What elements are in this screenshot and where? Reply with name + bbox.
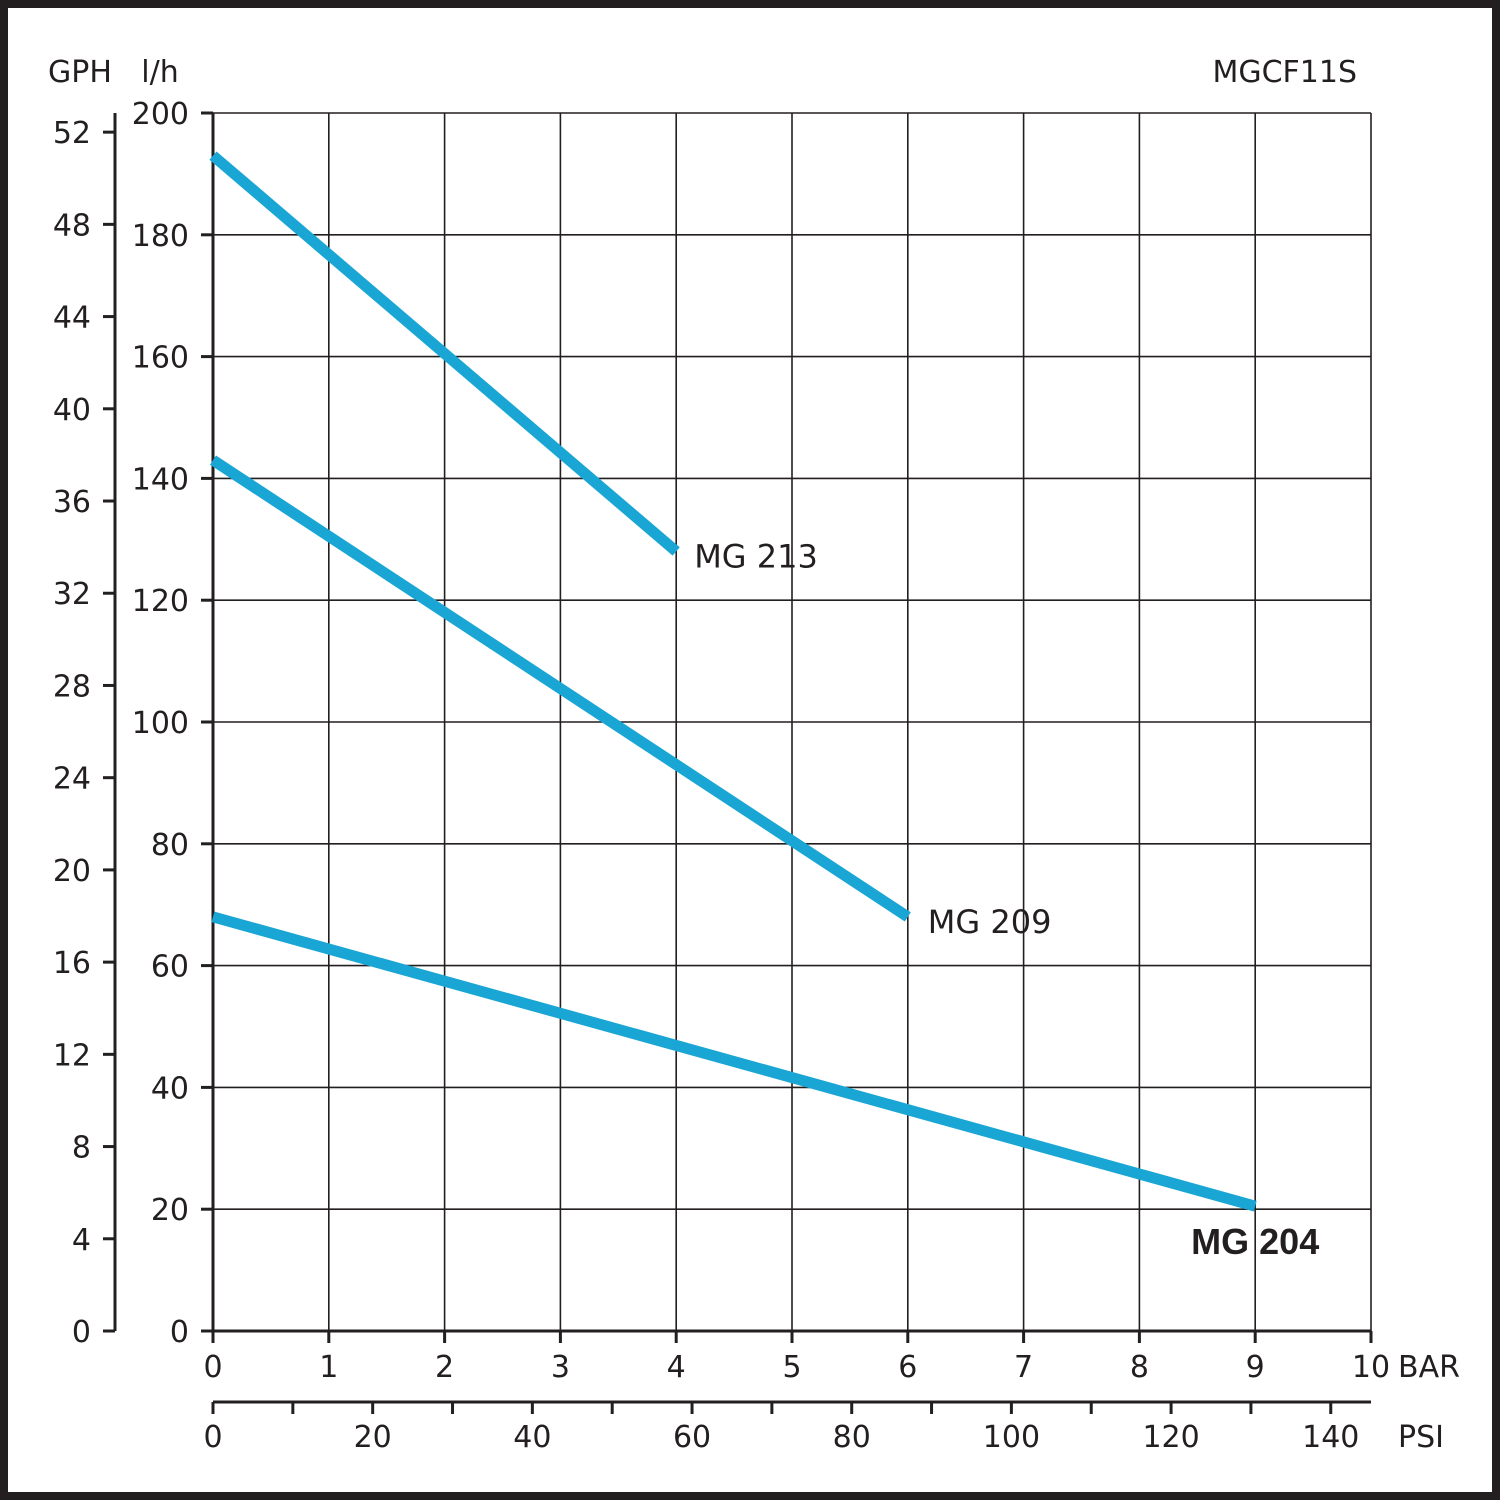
x-tick-label-bar: 2 [435,1350,454,1385]
series-line-mg-213 [209,151,680,556]
x-tick-label-psi: 60 [673,1420,711,1455]
grid [212,112,1372,1332]
y-tick-label-lh: 160 [132,341,189,376]
x-tick-label-psi: 0 [203,1420,222,1455]
x-tick-label-psi: 20 [354,1420,392,1455]
y-tick-label-lh: 120 [132,584,189,619]
y-tick-label-lh: 40 [151,1071,189,1106]
y-tick-label-gph: 20 [53,854,91,889]
x-tick-label-psi: 80 [833,1420,871,1455]
chart-title: MGCF11S [1212,55,1357,90]
y-tick-label-gph: 16 [53,946,91,981]
series-label-mg-209: MG 209 [928,903,1052,941]
x-tick-label-psi: 100 [983,1420,1040,1455]
y-tick-label-gph: 4 [72,1223,91,1258]
y-tick-label-gph: 12 [53,1038,91,1073]
y-axis-label-lh: l/h [141,55,178,90]
y-tick-label-lh: 20 [151,1193,189,1228]
y-tick-label-lh: 80 [151,828,189,863]
y-tick-label-lh: 100 [132,706,189,741]
x-tick-label-bar: 4 [667,1350,686,1385]
series-line-mg-204 [211,911,1257,1212]
x-axis-label-bar: BAR [1398,1350,1460,1385]
x-tick-label-bar: 6 [898,1350,917,1385]
x-tick-label-bar: 1 [319,1350,338,1385]
x-axis-label-psi: PSI [1398,1420,1444,1455]
series-label-mg-213: MG 213 [694,537,818,575]
x-tick-label-bar: 9 [1246,1350,1265,1385]
y-tick-label-gph: 0 [72,1315,91,1350]
y-tick-label-gph: 40 [53,393,91,428]
y-tick-label-lh: 200 [132,97,189,132]
series-label-mg-204: MG 204 [1191,1221,1319,1262]
y-tick-label-gph: 44 [53,301,91,336]
series-line-mg-209 [209,455,911,922]
x-tick-label-psi: 120 [1142,1420,1199,1455]
y-tick-label-gph: 32 [53,577,91,612]
x-tick-label-bar: 7 [1014,1350,1033,1385]
y-tick-label-gph: 24 [53,762,91,797]
x-tick-label-bar: 8 [1130,1350,1149,1385]
y-tick-label-gph: 36 [53,485,91,520]
axes [103,111,1373,1414]
y-tick-label-gph: 48 [53,208,91,243]
x-tick-label-bar: 3 [551,1350,570,1385]
y-tick-label-lh: 60 [151,950,189,985]
series-layer [209,151,1257,1212]
x-tick-label-psi: 140 [1302,1420,1359,1455]
x-tick-label-bar: 5 [782,1350,801,1385]
x-tick-label-bar: 0 [203,1350,222,1385]
y-tick-label-gph: 8 [72,1131,91,1166]
x-tick-label-psi: 40 [513,1420,551,1455]
y-tick-label-lh: 0 [170,1315,189,1350]
y-tick-label-gph: 52 [53,116,91,151]
y-tick-label-gph: 28 [53,669,91,704]
y-axis-label-gph: GPH [48,55,112,90]
x-tick-label-bar: 10 [1352,1350,1390,1385]
y-tick-label-lh: 180 [132,219,189,254]
y-tick-label-lh: 140 [132,462,189,497]
